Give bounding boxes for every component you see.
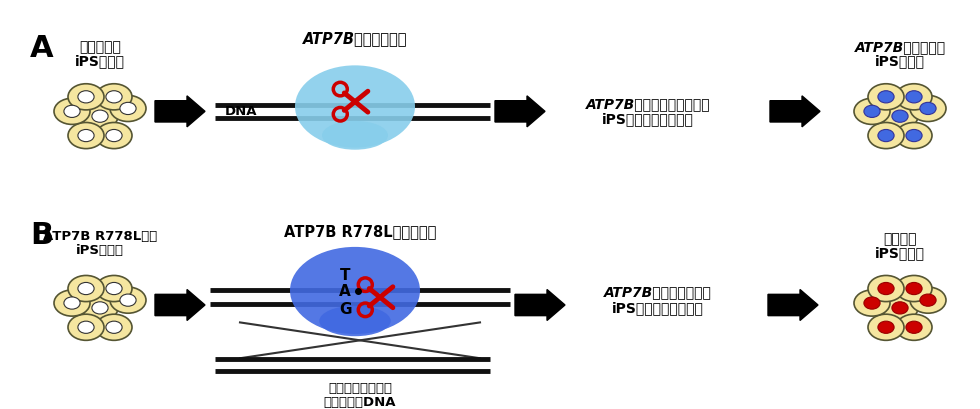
Ellipse shape bbox=[68, 84, 104, 110]
Ellipse shape bbox=[120, 102, 136, 115]
Text: A: A bbox=[30, 34, 54, 63]
Ellipse shape bbox=[910, 95, 946, 121]
Ellipse shape bbox=[868, 314, 904, 340]
Ellipse shape bbox=[906, 283, 922, 294]
Text: iPS細胞を単離・培養: iPS細胞を単離・培養 bbox=[612, 301, 704, 315]
Ellipse shape bbox=[892, 110, 908, 122]
Ellipse shape bbox=[896, 122, 932, 148]
Ellipse shape bbox=[295, 65, 415, 148]
Text: ATP7B遙伝子を変異させた: ATP7B遙伝子を変異させた bbox=[586, 97, 710, 111]
FancyArrow shape bbox=[515, 290, 565, 321]
Ellipse shape bbox=[892, 302, 908, 314]
Text: iPS細胞を単離・培養: iPS細胞を単離・培養 bbox=[602, 112, 694, 126]
Ellipse shape bbox=[906, 130, 922, 142]
Text: A: A bbox=[339, 284, 351, 299]
Ellipse shape bbox=[920, 102, 936, 115]
Ellipse shape bbox=[864, 105, 880, 117]
Ellipse shape bbox=[868, 275, 904, 301]
Ellipse shape bbox=[882, 295, 918, 321]
Ellipse shape bbox=[878, 321, 894, 333]
Ellipse shape bbox=[68, 314, 104, 340]
Ellipse shape bbox=[82, 295, 118, 321]
Ellipse shape bbox=[92, 302, 108, 314]
Text: iPS細胞株: iPS細胞株 bbox=[875, 54, 925, 68]
Ellipse shape bbox=[54, 290, 90, 316]
Text: 健常者由来: 健常者由来 bbox=[79, 40, 121, 55]
Text: iPS細胞株: iPS細胞株 bbox=[75, 54, 125, 68]
Text: ATP7B遙伝子変異: ATP7B遙伝子変異 bbox=[855, 40, 946, 55]
Ellipse shape bbox=[120, 294, 136, 306]
Text: 変異修正: 変異修正 bbox=[883, 232, 916, 246]
FancyArrow shape bbox=[770, 96, 820, 127]
FancyArrow shape bbox=[155, 290, 205, 321]
Text: iPS細胞株: iPS細胞株 bbox=[875, 246, 925, 260]
Ellipse shape bbox=[854, 290, 890, 316]
Ellipse shape bbox=[92, 110, 108, 122]
Ellipse shape bbox=[110, 95, 146, 121]
Text: ATP7B遙伝子の破壊: ATP7B遙伝子の破壊 bbox=[303, 31, 408, 46]
Ellipse shape bbox=[96, 84, 132, 110]
Ellipse shape bbox=[854, 98, 890, 124]
Text: G: G bbox=[339, 302, 351, 317]
Text: ATP7B R778L変異: ATP7B R778L変異 bbox=[43, 230, 157, 243]
Ellipse shape bbox=[77, 91, 94, 103]
Ellipse shape bbox=[910, 287, 946, 313]
Text: T: T bbox=[340, 268, 350, 283]
Ellipse shape bbox=[896, 84, 932, 110]
Ellipse shape bbox=[906, 321, 922, 333]
Ellipse shape bbox=[868, 84, 904, 110]
Text: iPS細胞株: iPS細胞株 bbox=[76, 244, 124, 257]
Ellipse shape bbox=[896, 275, 932, 301]
Ellipse shape bbox=[96, 314, 132, 340]
Ellipse shape bbox=[106, 283, 122, 294]
Ellipse shape bbox=[110, 287, 146, 313]
Ellipse shape bbox=[896, 314, 932, 340]
Ellipse shape bbox=[906, 91, 922, 103]
Text: 镃型となるDNA: 镃型となるDNA bbox=[323, 396, 396, 409]
FancyArrow shape bbox=[155, 96, 205, 127]
Text: DNA: DNA bbox=[225, 105, 258, 118]
Ellipse shape bbox=[64, 105, 80, 117]
Ellipse shape bbox=[68, 122, 104, 148]
Ellipse shape bbox=[64, 297, 80, 309]
Ellipse shape bbox=[54, 98, 90, 124]
Ellipse shape bbox=[106, 130, 122, 142]
Ellipse shape bbox=[96, 122, 132, 148]
FancyArrow shape bbox=[495, 96, 545, 127]
Ellipse shape bbox=[319, 306, 391, 336]
Ellipse shape bbox=[920, 294, 936, 306]
Ellipse shape bbox=[322, 121, 388, 150]
Ellipse shape bbox=[96, 275, 132, 301]
Ellipse shape bbox=[868, 122, 904, 148]
Ellipse shape bbox=[77, 321, 94, 333]
Ellipse shape bbox=[290, 247, 420, 334]
Ellipse shape bbox=[106, 91, 122, 103]
Text: 変異修正のための: 変異修正のための bbox=[328, 382, 392, 396]
Ellipse shape bbox=[882, 103, 918, 129]
Ellipse shape bbox=[864, 297, 880, 309]
Ellipse shape bbox=[878, 91, 894, 103]
Ellipse shape bbox=[106, 321, 122, 333]
FancyArrow shape bbox=[768, 290, 818, 321]
Ellipse shape bbox=[82, 103, 118, 129]
Ellipse shape bbox=[68, 275, 104, 301]
Ellipse shape bbox=[878, 130, 894, 142]
Text: ATP7B R778L変異の修正: ATP7B R778L変異の修正 bbox=[284, 225, 436, 240]
Ellipse shape bbox=[878, 283, 894, 294]
Text: ATP7B変異を修正した: ATP7B変異を修正した bbox=[604, 285, 711, 300]
Text: B: B bbox=[30, 221, 53, 250]
Ellipse shape bbox=[77, 283, 94, 294]
Ellipse shape bbox=[77, 130, 94, 142]
